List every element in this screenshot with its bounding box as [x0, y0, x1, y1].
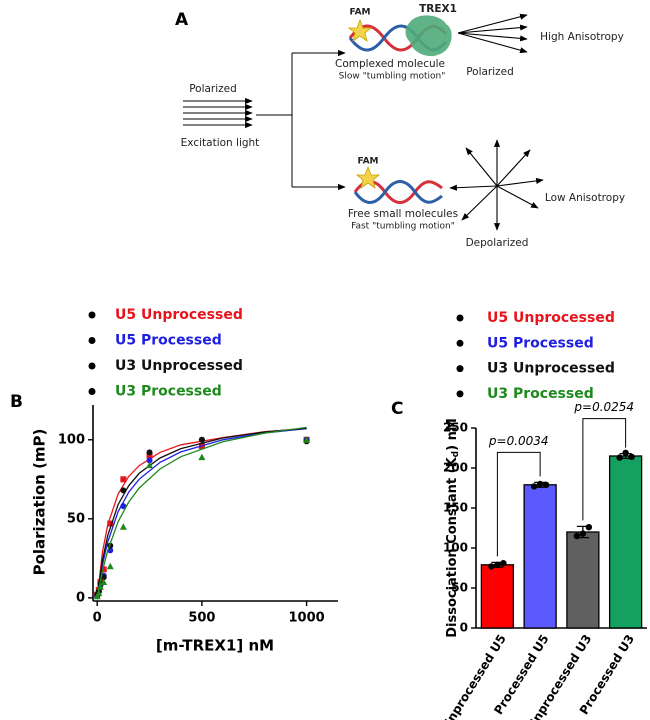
legend-dot	[88, 311, 96, 319]
fit-curve	[96, 427, 307, 598]
point	[106, 562, 114, 570]
fit-curve	[96, 427, 307, 598]
replicate-point	[494, 561, 501, 568]
label: Depolarized	[466, 237, 529, 249]
panel-label: B	[10, 392, 23, 412]
input-arrows	[183, 97, 253, 129]
legend-dot	[88, 388, 96, 395]
label: Low Anisotropy	[545, 192, 625, 204]
y-axis-label: Polarization (mP)	[31, 429, 49, 576]
bar	[566, 531, 600, 629]
legend-dot	[88, 337, 96, 344]
p-value: p=0.0254	[573, 400, 634, 414]
bar	[480, 564, 515, 629]
label: Polarized	[466, 66, 514, 78]
label: Free small molecules	[348, 208, 458, 220]
label: Polarized	[189, 83, 237, 95]
point	[303, 436, 311, 443]
y-tick-label: 0	[460, 621, 468, 635]
label-part: Dissociation Constant (K	[445, 456, 460, 637]
point	[107, 520, 114, 527]
y-tick-label: 250	[443, 421, 468, 435]
replicate-point	[622, 449, 629, 456]
point	[120, 487, 127, 494]
y-tick-label: 100	[58, 432, 85, 447]
point	[198, 453, 206, 461]
y-tick-label: 200	[443, 461, 468, 475]
label: High Anisotropy	[540, 31, 624, 43]
point	[100, 574, 107, 581]
replicate-point	[542, 481, 550, 488]
legend-label: U5 Processed	[115, 333, 222, 349]
legend-label: U5 Unprocessed	[115, 307, 243, 323]
replicate-point	[579, 530, 587, 537]
dna-complex	[347, 15, 452, 57]
bracket	[582, 418, 627, 521]
label-sub: d	[451, 451, 461, 457]
bar	[523, 484, 557, 629]
y-tick-label: 50	[67, 511, 85, 526]
point	[146, 461, 154, 469]
label: Fast "tumbling motion"	[351, 222, 455, 232]
replicate-point	[488, 563, 495, 570]
diagram: A Polarized Excitation light FAM TREX1 C…	[175, 3, 625, 249]
replicate-point	[616, 454, 623, 461]
label-part: ) nM	[445, 418, 460, 451]
label: FAM	[349, 8, 370, 18]
legend-label: U5 Processed	[487, 335, 594, 351]
legend-dot	[456, 314, 464, 322]
point	[146, 457, 153, 464]
point	[198, 436, 205, 443]
legend-label: U3 Processed	[487, 386, 594, 402]
replicate-point	[573, 532, 581, 540]
y-tick-label: 50	[451, 581, 468, 595]
y-axis-label: Dissociation Constant (Kd) nM	[445, 418, 461, 638]
point	[120, 503, 127, 510]
bracket	[496, 451, 541, 557]
y-tick-label: 150	[443, 501, 468, 515]
legend-label: U3 Unprocessed	[115, 358, 243, 374]
legend-label: U3 Unprocessed	[487, 361, 615, 377]
point	[119, 523, 127, 530]
replicate-point	[628, 453, 635, 460]
panel-label: C	[391, 399, 403, 419]
y-tick-label: 100	[443, 541, 468, 555]
point	[96, 583, 104, 590]
point	[100, 566, 107, 573]
replicate-point	[500, 560, 507, 567]
x-tick-label: 500	[188, 611, 215, 626]
depolarized-arrows	[449, 139, 544, 231]
x-tick-label: 0	[93, 611, 102, 626]
dna-free	[353, 165, 443, 204]
label: Complexed molecule	[335, 58, 445, 70]
label: Excitation light	[181, 137, 260, 149]
label: FAM	[357, 157, 378, 167]
fit-curve	[96, 426, 307, 598]
legend-label: U5 Unprocessed	[487, 310, 615, 326]
point	[146, 452, 153, 459]
replicate-point	[536, 480, 544, 488]
point	[95, 589, 103, 597]
y-tick-label: 0	[76, 590, 85, 605]
bar	[608, 455, 643, 629]
p-value: p=0.0034	[488, 434, 549, 448]
replicate-point	[585, 524, 593, 531]
legend-dot	[456, 365, 464, 373]
label: Slow "tumbling motion"	[339, 72, 446, 82]
polarized-arrows	[457, 13, 528, 54]
legend-dot	[456, 390, 464, 398]
point	[146, 449, 153, 456]
replicate-point	[530, 483, 538, 490]
legend-dot	[456, 339, 464, 347]
legend-dot	[88, 362, 96, 370]
x-tick-label: 1000	[288, 611, 324, 626]
legend-label: U3 Processed	[115, 384, 222, 400]
point	[100, 578, 108, 586]
point	[120, 476, 127, 483]
panel-label: A	[175, 10, 189, 30]
x-axis-label: [m-TREX1] nM	[156, 637, 274, 655]
label: TREX1	[419, 3, 457, 15]
branch	[256, 49, 346, 191]
